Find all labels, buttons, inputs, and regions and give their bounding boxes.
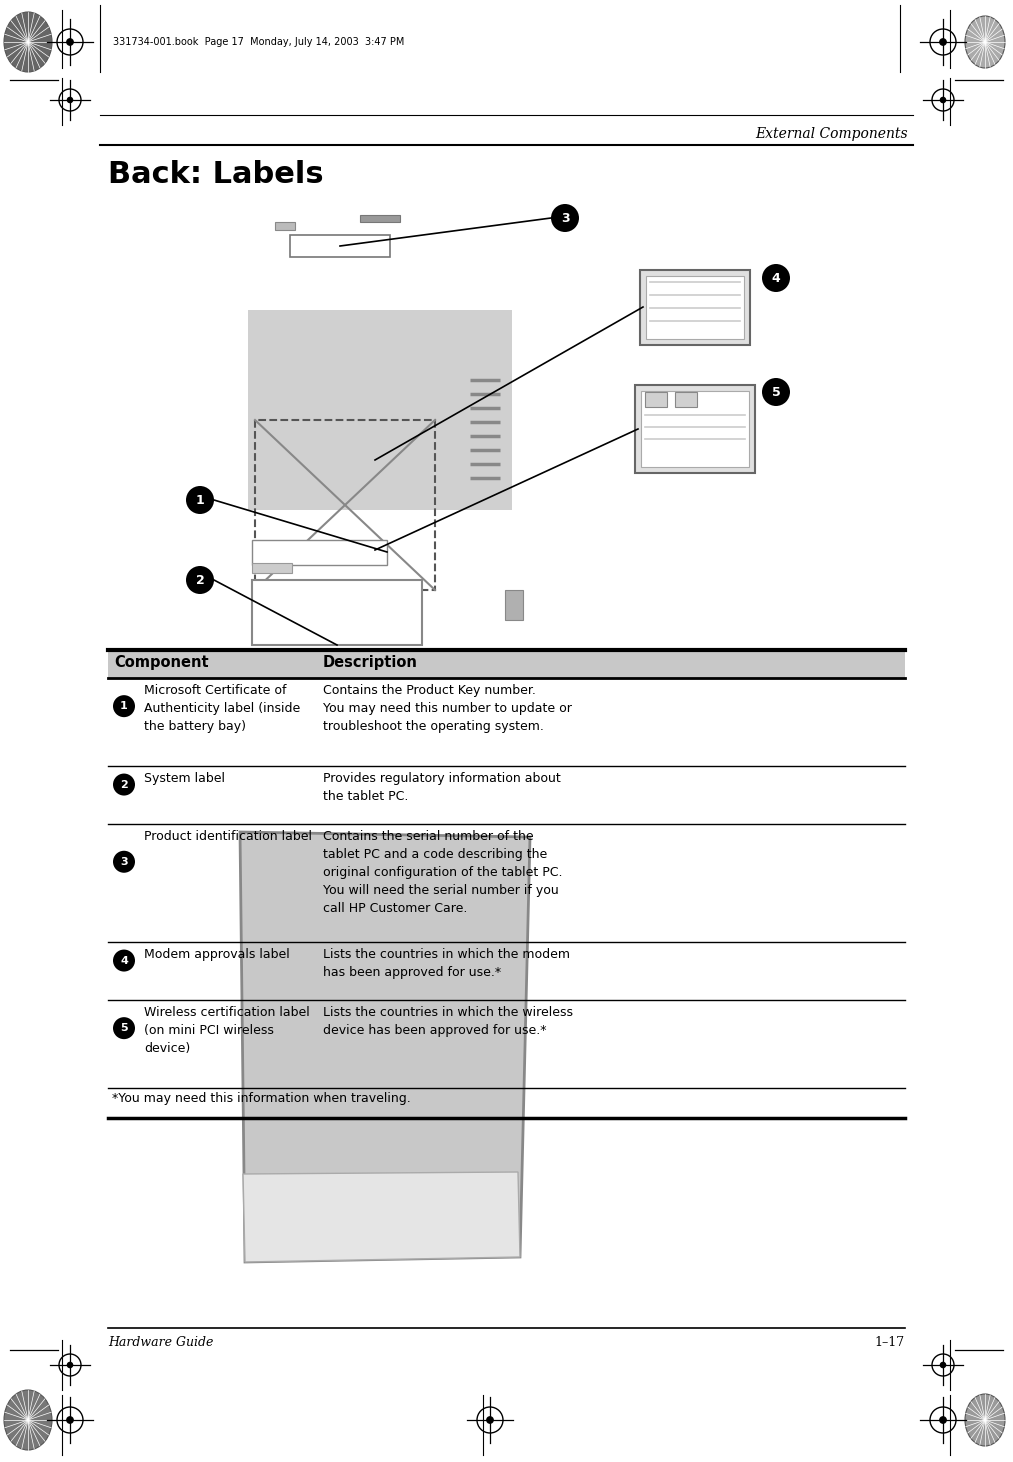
Text: 331734-001.book  Page 17  Monday, July 14, 2003  3:47 PM: 331734-001.book Page 17 Monday, July 14,… <box>113 37 404 47</box>
Text: Component: Component <box>114 655 209 670</box>
Circle shape <box>186 566 214 594</box>
Bar <box>255 420 435 591</box>
Circle shape <box>939 1417 947 1424</box>
Bar <box>505 591 523 620</box>
Circle shape <box>551 205 579 232</box>
Bar <box>275 222 295 230</box>
Circle shape <box>762 379 790 406</box>
Text: Back: Labels: Back: Labels <box>108 159 323 189</box>
Circle shape <box>940 1361 946 1368</box>
Circle shape <box>67 96 73 104</box>
Text: Lists the countries in which the wireless
device has been approved for use.*: Lists the countries in which the wireles… <box>323 1006 573 1037</box>
Text: 2: 2 <box>121 779 128 789</box>
Bar <box>252 539 387 564</box>
Circle shape <box>113 949 135 972</box>
Ellipse shape <box>4 12 52 72</box>
Text: Contains the Product Key number.
You may need this number to update or
troublesh: Contains the Product Key number. You may… <box>323 684 572 732</box>
Circle shape <box>66 1417 74 1424</box>
Text: 1: 1 <box>196 494 205 506</box>
Text: Microsoft Certificate of
Authenticity label (inside
the battery bay): Microsoft Certificate of Authenticity la… <box>144 684 300 732</box>
Circle shape <box>113 773 135 795</box>
Text: 1: 1 <box>121 702 128 711</box>
Bar <box>360 215 400 222</box>
Bar <box>248 310 512 510</box>
Circle shape <box>186 485 214 515</box>
Text: 4: 4 <box>121 956 128 965</box>
Circle shape <box>66 38 74 45</box>
Circle shape <box>939 38 947 45</box>
Circle shape <box>762 265 790 292</box>
Bar <box>646 276 744 339</box>
Text: Modem approvals label: Modem approvals label <box>144 947 290 961</box>
Ellipse shape <box>4 1390 52 1450</box>
Text: Lists the countries in which the modem
has been approved for use.*: Lists the countries in which the modem h… <box>323 947 570 980</box>
Text: Product identification label: Product identification label <box>144 830 312 844</box>
Bar <box>640 270 750 345</box>
Text: Description: Description <box>323 655 418 670</box>
Bar <box>252 563 292 573</box>
Circle shape <box>113 1018 135 1039</box>
Bar <box>108 651 905 678</box>
Text: 1–17: 1–17 <box>875 1336 905 1349</box>
Polygon shape <box>243 1173 520 1262</box>
Text: 5: 5 <box>121 1023 128 1034</box>
Bar <box>645 392 667 406</box>
Bar <box>290 235 390 257</box>
Text: 3: 3 <box>121 857 128 867</box>
Circle shape <box>113 694 135 718</box>
Ellipse shape <box>965 1393 1005 1446</box>
Bar <box>641 390 749 466</box>
Circle shape <box>486 1417 494 1424</box>
Text: External Components: External Components <box>756 127 908 140</box>
Text: 3: 3 <box>560 212 569 225</box>
Bar <box>675 392 697 406</box>
Text: 5: 5 <box>772 386 780 399</box>
Text: System label: System label <box>144 772 225 785</box>
Text: 4: 4 <box>772 272 780 285</box>
Text: Hardware Guide: Hardware Guide <box>108 1336 214 1349</box>
Circle shape <box>67 1361 73 1368</box>
Text: *You may need this information when traveling.: *You may need this information when trav… <box>112 1092 410 1105</box>
Circle shape <box>113 851 135 873</box>
Text: 2: 2 <box>196 573 205 586</box>
Text: Contains the serial number of the
tablet PC and a code describing the
original c: Contains the serial number of the tablet… <box>323 830 562 915</box>
Circle shape <box>940 96 946 104</box>
Text: Provides regulatory information about
the tablet PC.: Provides regulatory information about th… <box>323 772 561 803</box>
Polygon shape <box>240 832 530 1262</box>
Text: Wireless certification label
(on mini PCI wireless
device): Wireless certification label (on mini PC… <box>144 1006 310 1056</box>
Ellipse shape <box>965 16 1005 69</box>
Bar <box>252 580 422 645</box>
Bar <box>635 385 755 474</box>
